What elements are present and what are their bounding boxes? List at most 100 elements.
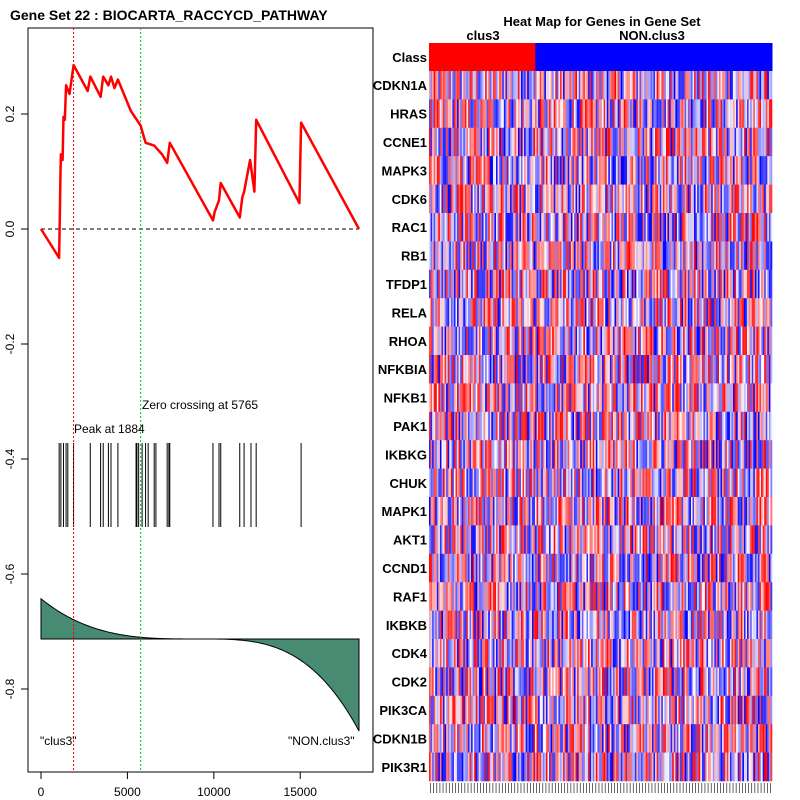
heatmap-cell [567, 269, 570, 299]
heatmap-cell [726, 71, 729, 100]
heatmap-cell [678, 298, 681, 327]
heatmap-cell [555, 71, 558, 100]
heatmap-cell [452, 582, 455, 611]
heatmap-cell [753, 326, 756, 356]
heatmap-cell [443, 610, 445, 640]
heatmap-cell [443, 497, 445, 526]
heatmap-cell [667, 127, 670, 157]
heatmap-cell [574, 156, 576, 185]
heatmap-cell [637, 298, 640, 327]
heatmap-cell [527, 582, 530, 611]
heatmap-cell [513, 553, 516, 583]
heatmap-cell [676, 639, 679, 668]
heatmap-cell [733, 298, 735, 327]
heatmap-cell [656, 582, 659, 611]
heatmap-cell [683, 127, 685, 157]
heatmap-cell [466, 241, 469, 271]
heatmap-cell [538, 553, 540, 583]
heatmap-cell [706, 582, 709, 611]
heatmap-cell [598, 411, 601, 441]
heatmap-cell [556, 99, 559, 129]
heatmap-cell [510, 582, 512, 611]
heatmap-cell [449, 127, 452, 157]
heatmap-cell [733, 411, 735, 441]
heatmap-cell [433, 127, 436, 157]
heatmap-cell [636, 99, 639, 129]
heatmap-cell [628, 553, 631, 583]
heatmap-cell [489, 71, 492, 100]
heatmap-cell [631, 610, 634, 640]
heatmap-cell [519, 525, 522, 555]
heatmap-cell [619, 667, 622, 697]
heatmap-cell [489, 298, 492, 327]
heatmap-cell [457, 468, 459, 498]
heatmap-cell [704, 298, 707, 327]
heatmap-cell [500, 326, 503, 356]
heatmap-cell [636, 269, 639, 299]
heatmap-cell [658, 440, 661, 469]
heatmap-cell [572, 213, 575, 242]
heatmap-cell [683, 355, 685, 384]
heatmap-cell [482, 156, 484, 185]
heatmap-cell [466, 71, 469, 100]
heatmap-cell [450, 639, 453, 668]
heatmap-cell [531, 241, 534, 271]
heatmap-cell [574, 411, 576, 441]
heatmap-cell [750, 582, 753, 611]
heatmap-cell [497, 667, 500, 697]
heatmap-cell [676, 127, 679, 157]
heatmap-cell [469, 326, 472, 356]
heatmap-cell [535, 468, 537, 498]
heatmap-cell [441, 269, 444, 299]
heatmap-cell [496, 667, 498, 697]
heatmap-cell [639, 71, 642, 100]
heatmap-cell [616, 553, 618, 583]
heatmap-cell [648, 99, 651, 129]
heatmap-cell [736, 468, 738, 498]
heatmap-cell [600, 440, 603, 469]
heatmap-cell [589, 497, 592, 526]
heatmap-cell [471, 298, 473, 327]
heatmap-cell [450, 411, 453, 441]
heatmap-cell [751, 326, 754, 356]
heatmap-cell [670, 269, 673, 299]
heatmap-cell [756, 156, 759, 185]
heatmap-cell [471, 71, 473, 100]
heatmap-cell [447, 298, 450, 327]
heatmap-cell [669, 440, 671, 469]
heatmap-cell [617, 468, 620, 498]
heatmap-cell [689, 99, 692, 129]
heatmap-cell [622, 411, 625, 441]
heatmap-cell [614, 411, 617, 441]
heatmap-cell [683, 525, 685, 555]
heatmap-cell [553, 241, 556, 271]
heatmap-cell [544, 298, 547, 327]
heatmap-cell [469, 639, 472, 668]
heatmap-cell [680, 127, 682, 157]
heatmap-cell [625, 127, 628, 157]
heatmap-cell [698, 213, 701, 242]
heatmap-cell [513, 383, 516, 413]
heatmap-cell [499, 326, 502, 356]
heatmap-cell [750, 156, 753, 185]
heatmap-cell [642, 525, 645, 555]
heatmap-cell [623, 639, 626, 668]
heatmap-cell [745, 156, 748, 185]
heatmap-cell [656, 667, 659, 697]
heatmap-cell [740, 269, 743, 299]
heatmap-cell [429, 639, 431, 668]
heatmap-cell [443, 553, 445, 583]
heatmap-cell [714, 326, 717, 356]
heatmap-cell [455, 127, 458, 157]
heatmap-cell [706, 298, 709, 327]
heatmap-cell [447, 497, 450, 526]
heatmap-cell [670, 213, 673, 242]
heatmap-cell [574, 184, 576, 214]
heatmap-cell [745, 440, 748, 469]
heatmap-cell [740, 355, 743, 384]
heatmap-cell [536, 298, 539, 327]
heatmap-cell [466, 639, 469, 668]
heatmap-cell [605, 355, 608, 384]
heatmap-cell [452, 411, 455, 441]
heatmap-cell [762, 213, 765, 242]
